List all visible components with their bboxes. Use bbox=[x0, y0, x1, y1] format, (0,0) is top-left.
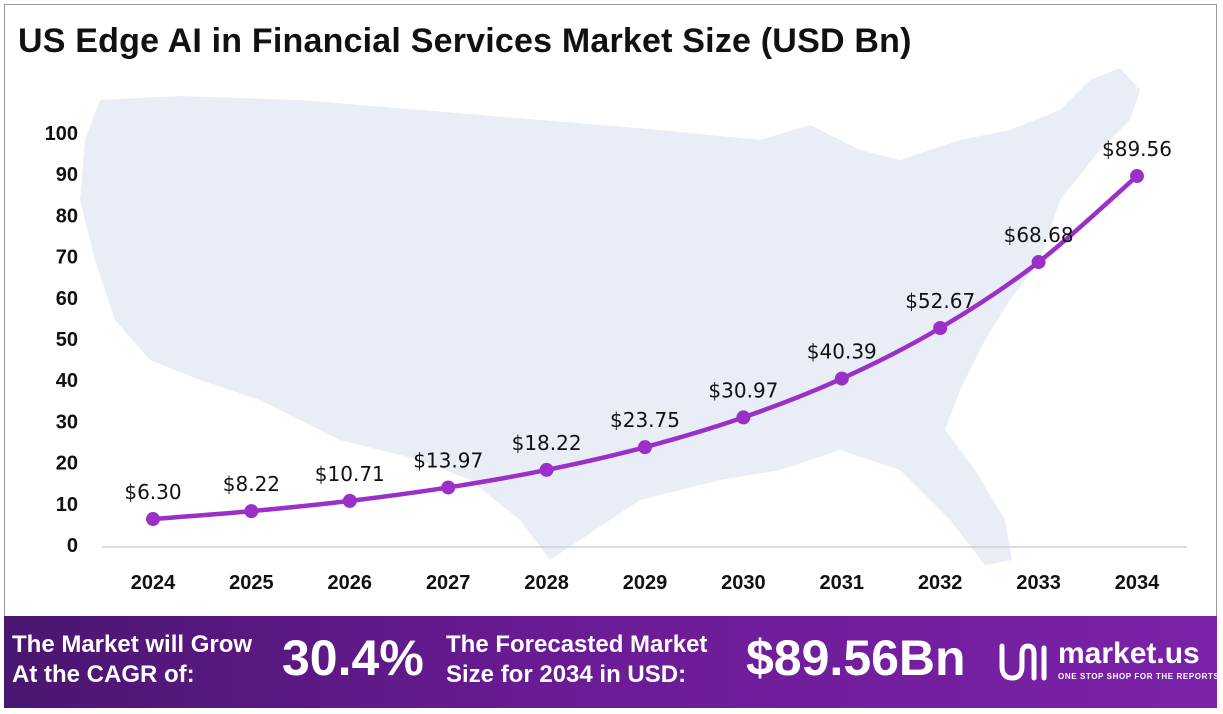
y-tick-label: 70 bbox=[56, 247, 78, 269]
y-tick-label: 100 bbox=[45, 123, 78, 145]
us-map-background bbox=[80, 68, 1140, 565]
data-label: $89.56 bbox=[1102, 137, 1172, 161]
data-label: $40.39 bbox=[807, 340, 877, 364]
data-label: $6.30 bbox=[124, 480, 181, 504]
forecast-label-line2: Size for 2034 in USD: bbox=[446, 661, 687, 688]
footer-banner: The Market will Grow At the CAGR of: 30.… bbox=[4, 616, 1217, 708]
data-label: $13.97 bbox=[413, 448, 483, 472]
data-point bbox=[736, 410, 751, 425]
y-tick-label: 10 bbox=[56, 494, 78, 516]
data-point bbox=[146, 512, 160, 527]
series-line bbox=[150, 173, 1140, 522]
data-label: $30.97 bbox=[708, 378, 778, 402]
cagr-label-line2: At the CAGR of: bbox=[12, 661, 195, 688]
y-tick-label: 20 bbox=[56, 453, 78, 475]
data-point bbox=[1031, 255, 1046, 270]
y-tick-label: 90 bbox=[56, 164, 78, 186]
x-tick-label: 2026 bbox=[328, 572, 373, 594]
cagr-value: 30.4% bbox=[282, 630, 424, 686]
y-tick-label: 30 bbox=[56, 411, 78, 433]
data-point bbox=[638, 440, 652, 455]
x-tick-label: 2025 bbox=[229, 572, 274, 594]
y-tick-label: 0 bbox=[67, 535, 78, 557]
market-us-logo-icon bbox=[999, 643, 1047, 681]
brand-tagline: ONE STOP SHOP FOR THE REPORTS bbox=[1058, 672, 1217, 681]
forecast-label-line1: The Forecasted Market bbox=[446, 631, 708, 658]
y-tick-label: 80 bbox=[56, 205, 78, 227]
brand-name: market.us bbox=[1058, 637, 1200, 670]
data-point bbox=[441, 480, 456, 495]
x-tick-label: 2030 bbox=[721, 572, 766, 594]
data-label: $68.68 bbox=[1004, 223, 1074, 247]
data-point bbox=[933, 320, 948, 335]
x-tick-label: 2028 bbox=[524, 572, 569, 594]
data-point bbox=[539, 462, 554, 477]
forecast-value: $89.56Bn bbox=[746, 630, 966, 686]
data-point bbox=[1130, 169, 1144, 184]
cagr-label-line1: The Market will Grow bbox=[12, 631, 253, 658]
data-label: $23.75 bbox=[610, 408, 680, 432]
x-tick-label: 2033 bbox=[1016, 572, 1061, 594]
data-label: $10.71 bbox=[315, 462, 385, 486]
data-label: $18.22 bbox=[512, 431, 582, 455]
data-point bbox=[834, 371, 849, 386]
x-tick-label: 2031 bbox=[820, 572, 865, 594]
data-point bbox=[342, 493, 357, 508]
x-tick-label: 2032 bbox=[918, 572, 963, 594]
data-label: $8.22 bbox=[223, 472, 280, 496]
x-tick-label: 2029 bbox=[623, 572, 668, 594]
x-tick-label: 2024 bbox=[131, 572, 176, 594]
chart-title: US Edge AI in Financial Services Market … bbox=[18, 22, 912, 60]
x-tick-label: 2034 bbox=[1115, 572, 1160, 594]
y-tick-label: 60 bbox=[56, 288, 78, 310]
y-tick-label: 50 bbox=[56, 329, 78, 351]
x-tick-label: 2027 bbox=[426, 572, 471, 594]
data-point bbox=[244, 504, 259, 519]
y-tick-label: 40 bbox=[56, 370, 78, 392]
data-label: $52.67 bbox=[905, 289, 975, 313]
